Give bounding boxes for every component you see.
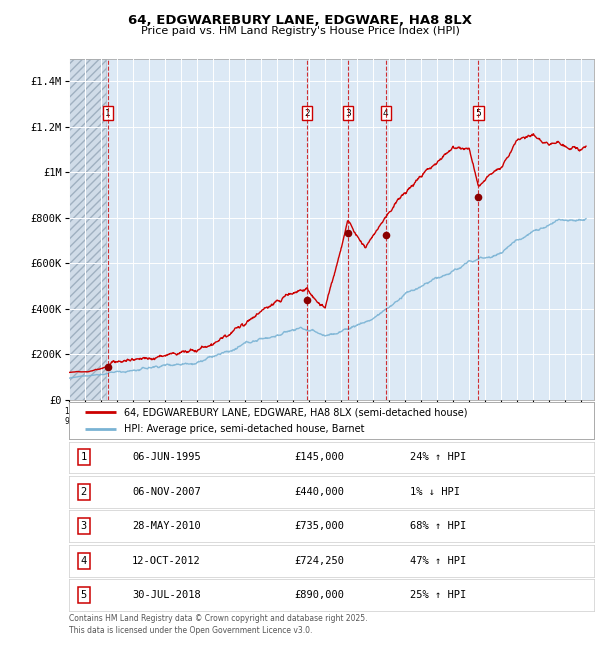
Text: 06-NOV-2007: 06-NOV-2007 xyxy=(132,487,201,497)
Text: 30-JUL-2018: 30-JUL-2018 xyxy=(132,590,201,600)
Text: 06-JUN-1995: 06-JUN-1995 xyxy=(132,452,201,462)
Text: 4: 4 xyxy=(80,556,87,566)
Text: 5: 5 xyxy=(476,109,481,118)
Text: £440,000: £440,000 xyxy=(295,487,345,497)
Text: 25% ↑ HPI: 25% ↑ HPI xyxy=(410,590,467,600)
Text: £890,000: £890,000 xyxy=(295,590,345,600)
Text: 64, EDGWAREBURY LANE, EDGWARE, HA8 8LX: 64, EDGWAREBURY LANE, EDGWARE, HA8 8LX xyxy=(128,14,472,27)
Bar xyxy=(69,58,106,400)
Text: 1: 1 xyxy=(80,452,87,462)
Text: 12-OCT-2012: 12-OCT-2012 xyxy=(132,556,201,566)
Text: 2: 2 xyxy=(80,487,87,497)
Text: 24% ↑ HPI: 24% ↑ HPI xyxy=(410,452,467,462)
Text: 5: 5 xyxy=(80,590,87,600)
Text: 4: 4 xyxy=(383,109,388,118)
Text: £145,000: £145,000 xyxy=(295,452,345,462)
Text: Price paid vs. HM Land Registry's House Price Index (HPI): Price paid vs. HM Land Registry's House … xyxy=(140,26,460,36)
Text: 68% ↑ HPI: 68% ↑ HPI xyxy=(410,521,467,531)
Text: 28-MAY-2010: 28-MAY-2010 xyxy=(132,521,201,531)
Text: £735,000: £735,000 xyxy=(295,521,345,531)
Text: 47% ↑ HPI: 47% ↑ HPI xyxy=(410,556,467,566)
Text: 1% ↓ HPI: 1% ↓ HPI xyxy=(410,487,460,497)
Text: 3: 3 xyxy=(345,109,350,118)
Text: 3: 3 xyxy=(80,521,87,531)
Text: 1: 1 xyxy=(105,109,111,118)
Text: 64, EDGWAREBURY LANE, EDGWARE, HA8 8LX (semi-detached house): 64, EDGWAREBURY LANE, EDGWARE, HA8 8LX (… xyxy=(124,407,467,417)
Text: 2: 2 xyxy=(304,109,310,118)
Text: £724,250: £724,250 xyxy=(295,556,345,566)
Bar xyxy=(69,58,106,400)
Text: Contains HM Land Registry data © Crown copyright and database right 2025.
This d: Contains HM Land Registry data © Crown c… xyxy=(69,614,367,635)
Text: HPI: Average price, semi-detached house, Barnet: HPI: Average price, semi-detached house,… xyxy=(124,424,365,434)
